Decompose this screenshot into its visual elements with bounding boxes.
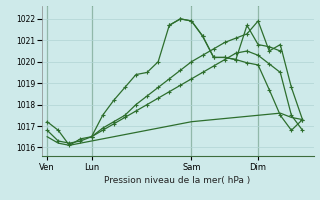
X-axis label: Pression niveau de la mer( hPa ): Pression niveau de la mer( hPa ) <box>104 176 251 185</box>
